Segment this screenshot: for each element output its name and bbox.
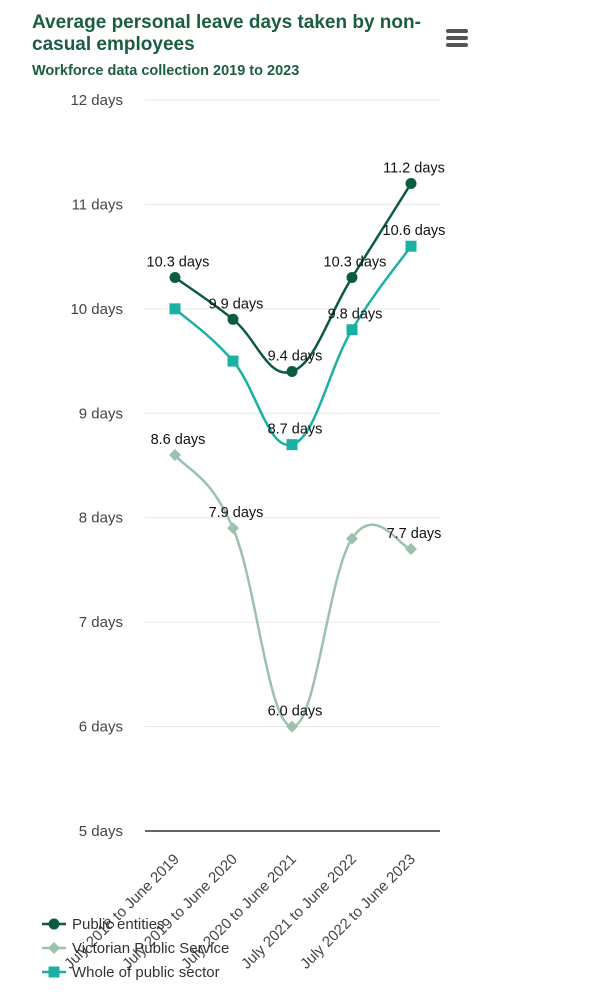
y-tick-label: 7 days	[79, 614, 123, 631]
series-public-entities	[169, 178, 417, 378]
data-label: 10.3 days	[324, 255, 387, 271]
x-tick-label: July 2021 to June 2022	[238, 851, 360, 973]
data-point-whole-of-public-sector[interactable]	[405, 240, 417, 252]
legend-marker-public-entities[interactable]	[48, 918, 60, 930]
data-point-victorian-public-service[interactable]	[227, 522, 239, 535]
y-tick-label: 10 days	[70, 301, 123, 318]
data-point-victorian-public-service[interactable]	[405, 543, 417, 556]
y-tick-label: 6 days	[79, 719, 123, 736]
legend: Public entities Victorian Public Service W…	[42, 912, 229, 984]
data-label: 10.3 days	[147, 255, 210, 271]
chart-title: Average personal leave days taken by non…	[32, 12, 421, 55]
data-point-public-entities[interactable]	[346, 272, 358, 284]
data-label: 11.2 days	[383, 161, 445, 177]
series-line-whole-of-public-sector	[174, 245, 413, 447]
data-point-victorian-public-service[interactable]	[346, 532, 358, 545]
data-label: 8.7 days	[268, 422, 323, 438]
legend-square-icon	[42, 966, 66, 978]
chart-subtitle: Workforce data collection 2019 to 2023	[32, 63, 300, 79]
legend-marker-whole-of-public-sector[interactable]	[48, 966, 60, 978]
legend-diamond-icon	[42, 942, 66, 954]
chart-menu-button[interactable]	[436, 18, 478, 56]
legend-label: Victorian Public Service	[72, 939, 230, 957]
data-point-whole-of-public-sector[interactable]	[227, 355, 239, 367]
data-label: 7.7 days	[387, 526, 442, 542]
y-tick-label: 11 days	[72, 196, 123, 213]
series-line-victorian-public-service	[174, 454, 412, 728]
data-point-public-entities[interactable]	[405, 178, 417, 190]
data-label: 7.9 days	[209, 505, 264, 521]
data-point-public-entities[interactable]	[169, 272, 181, 284]
y-tick-label: 9 days	[79, 405, 123, 422]
data-label: 6.0 days	[268, 704, 323, 720]
legend-marker-victorian-public-service[interactable]	[48, 942, 60, 954]
data-label: 9.8 days	[328, 307, 383, 323]
data-label: 8.6 days	[151, 432, 206, 448]
data-point-whole-of-public-sector[interactable]	[346, 324, 358, 336]
y-tick-label: 5 days	[79, 823, 123, 840]
data-point-whole-of-public-sector[interactable]	[169, 303, 181, 315]
y-axis-ticks: 5 days 6 days 7 days 8 days 9 days 10 days 11 …	[70, 92, 123, 840]
data-point-victorian-public-service[interactable]	[286, 720, 298, 733]
y-tick-label: 8 days	[79, 510, 123, 527]
data-labels: 8.6 days 7.9 days 6.0 days 7.7 days 8.7 days…	[147, 161, 446, 720]
legend-circle-icon	[42, 918, 66, 930]
legend-item-victorian-public-service[interactable]: Victorian Public Service	[42, 936, 229, 960]
data-label: 10.6 days	[383, 223, 446, 239]
legend-label: Public entities	[72, 915, 165, 933]
legend-item-public-entities[interactable]: Public entities	[42, 912, 229, 936]
series-group	[169, 178, 417, 733]
x-tick-label: July 2022 to June 2023	[297, 851, 419, 973]
legend-item-whole-of-public-sector[interactable]: Whole of public sector	[42, 960, 229, 984]
data-point-whole-of-public-sector[interactable]	[286, 439, 298, 451]
y-tick-label: 12 days	[70, 92, 123, 109]
data-point-public-entities[interactable]	[227, 313, 239, 325]
legend-label: Whole of public sector	[72, 963, 220, 981]
data-point-public-entities[interactable]	[286, 366, 298, 378]
series-victorian-public-service	[169, 449, 417, 733]
data-label: 9.9 days	[209, 296, 264, 312]
series-whole-of-public-sector	[169, 240, 417, 451]
data-point-victorian-public-service[interactable]	[169, 449, 181, 462]
series-line-public-entities	[174, 182, 413, 374]
grid-lines	[145, 99, 440, 832]
data-label: 9.4 days	[268, 349, 323, 365]
